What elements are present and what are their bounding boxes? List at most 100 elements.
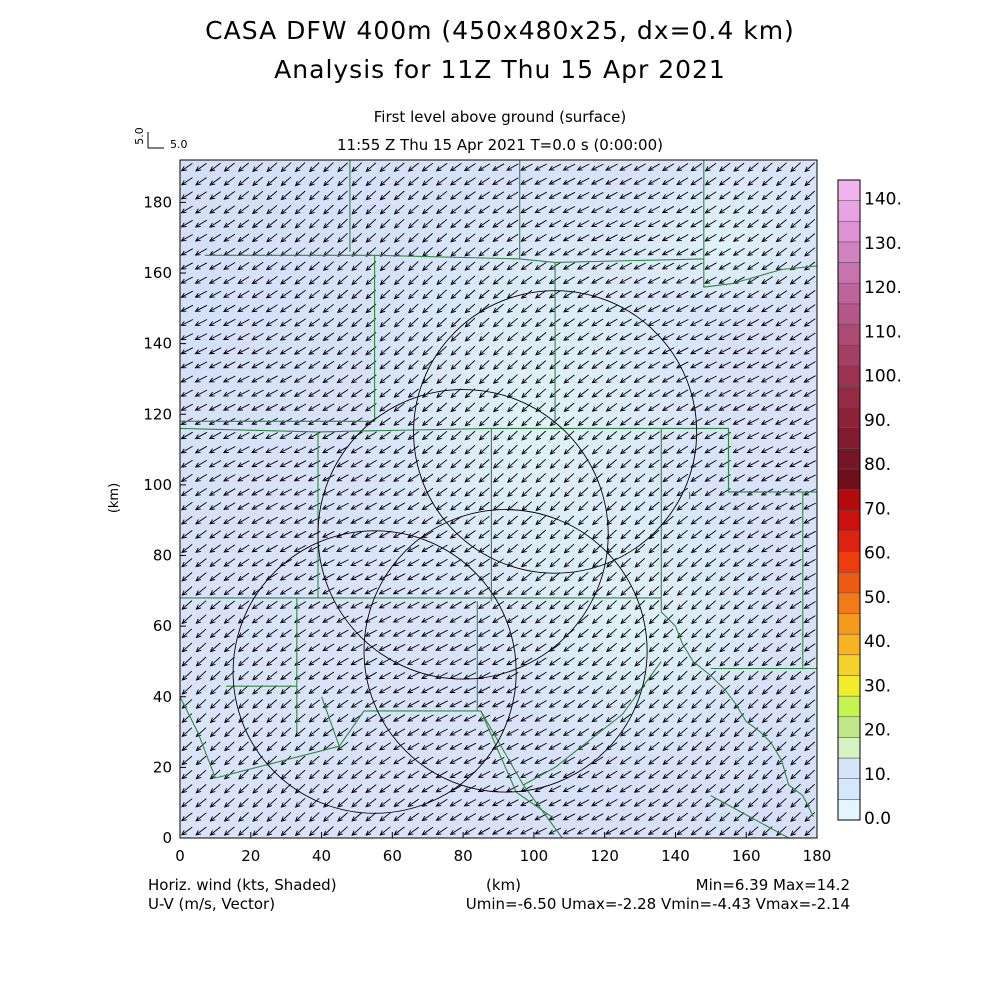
wind-vector xyxy=(789,643,802,652)
wind-vector xyxy=(619,417,632,426)
wind-vector xyxy=(280,190,292,201)
wind-vector xyxy=(209,741,221,752)
wind-vector xyxy=(789,671,802,681)
wind-vector xyxy=(689,304,703,312)
wind-vector xyxy=(223,502,236,510)
wind-vector xyxy=(520,756,533,764)
wind-vector xyxy=(308,685,320,695)
wind-vector xyxy=(732,219,745,228)
wind-vector xyxy=(337,218,348,229)
wind-vector xyxy=(775,233,788,243)
wind-vector xyxy=(406,629,420,637)
wind-vector xyxy=(181,628,193,639)
wind-vector xyxy=(237,586,250,596)
wind-vector xyxy=(293,346,307,355)
footer-center: (km) xyxy=(486,876,522,894)
wind-vector xyxy=(534,756,547,764)
wind-vector xyxy=(321,474,335,482)
wind-vector xyxy=(337,769,349,780)
wind-vector xyxy=(691,699,702,709)
wind-vector xyxy=(790,769,801,780)
wind-vector xyxy=(392,502,406,510)
wind-vector xyxy=(294,275,306,285)
wind-vector xyxy=(237,347,250,355)
wind-vector xyxy=(577,586,589,596)
wind-vector xyxy=(647,262,661,270)
x-tick-label: 80 xyxy=(454,847,473,865)
wind-vector xyxy=(520,671,533,680)
wind-vector xyxy=(689,361,703,369)
wind-vector xyxy=(252,783,263,794)
wind-vector xyxy=(761,600,773,610)
wind-vector xyxy=(592,557,603,568)
wind-vector xyxy=(364,488,378,496)
wind-vector xyxy=(209,699,221,709)
wind-vector xyxy=(194,403,208,411)
wind-vector xyxy=(704,516,717,525)
wind-vector xyxy=(422,303,433,314)
wind-vector xyxy=(605,699,618,709)
wind-vector xyxy=(180,234,193,242)
wind-vector xyxy=(563,586,575,596)
wind-vector xyxy=(534,276,547,285)
wind-vector xyxy=(746,375,760,383)
wind-vector xyxy=(634,459,646,469)
wind-vector xyxy=(279,346,292,355)
colorbar-label: 100. xyxy=(864,367,902,387)
wind-vector xyxy=(761,642,773,653)
wind-vector xyxy=(746,262,760,270)
wind-vector xyxy=(180,826,193,836)
wind-vector xyxy=(251,586,264,596)
wind-vector xyxy=(690,755,702,766)
wind-vector xyxy=(208,319,222,326)
wind-vector xyxy=(350,445,363,454)
y-tick-label: 60 xyxy=(153,617,172,635)
wind-vector xyxy=(392,615,406,623)
wind-vector xyxy=(747,247,759,256)
wind-vector xyxy=(718,530,731,539)
wind-vector xyxy=(506,177,519,185)
county-boundary xyxy=(180,254,376,422)
wind-vector xyxy=(435,714,448,722)
wind-vector xyxy=(195,516,207,525)
wind-vector xyxy=(365,232,377,243)
wind-vector xyxy=(747,642,759,653)
wind-vector xyxy=(605,656,617,667)
wind-vector xyxy=(266,233,278,243)
wind-vector xyxy=(336,403,349,412)
wind-vector xyxy=(647,304,661,312)
wind-vector xyxy=(507,458,518,469)
wind-vector xyxy=(280,812,292,822)
wind-vector xyxy=(576,827,590,835)
wind-vector xyxy=(675,304,689,312)
wind-vector xyxy=(803,544,816,552)
wind-vector xyxy=(521,360,532,370)
wind-vector xyxy=(520,686,533,694)
wind-vector xyxy=(548,657,561,666)
wind-vector xyxy=(351,162,363,173)
wind-vector xyxy=(478,501,490,511)
wind-vector xyxy=(548,177,562,185)
wind-vector xyxy=(676,515,688,525)
wind-vector xyxy=(662,473,674,483)
wind-vector xyxy=(294,289,306,299)
wind-vector xyxy=(252,685,264,695)
wind-vector xyxy=(590,163,604,171)
wind-vector xyxy=(506,331,518,342)
wind-vector xyxy=(350,742,363,751)
wind-vector xyxy=(520,247,533,256)
wind-vector xyxy=(633,770,646,779)
wind-vector xyxy=(605,827,618,835)
wind-vector xyxy=(408,289,419,300)
wind-vector xyxy=(690,445,703,454)
wind-vector xyxy=(421,558,434,567)
wind-vector xyxy=(194,474,208,482)
wind-vector xyxy=(195,642,207,653)
wind-vector xyxy=(548,685,561,694)
wind-vector xyxy=(648,501,660,511)
wind-vector xyxy=(662,727,674,737)
wind-vector xyxy=(209,628,221,639)
wind-vector xyxy=(577,332,590,341)
wind-vector xyxy=(251,333,264,341)
wind-vector xyxy=(619,742,632,751)
